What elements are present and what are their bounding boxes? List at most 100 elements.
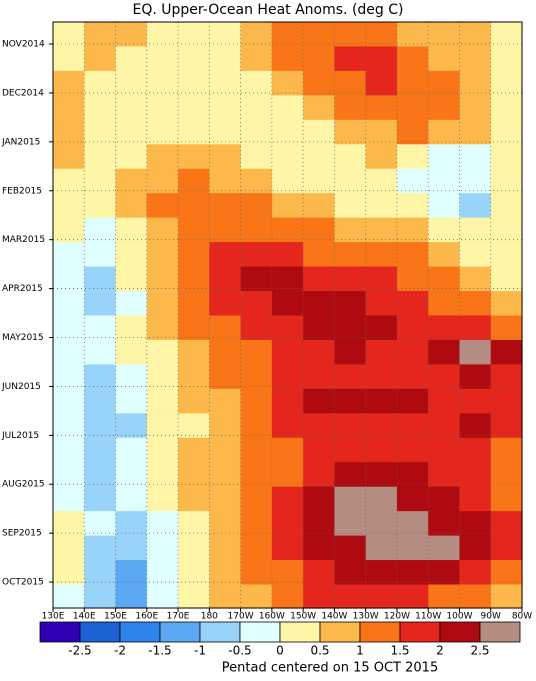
heat-cell xyxy=(334,486,367,512)
heat-cell xyxy=(178,511,210,537)
heat-cell xyxy=(53,413,85,439)
heat-cell xyxy=(240,584,273,609)
heat-cell xyxy=(209,46,242,72)
heat-cell xyxy=(303,413,335,439)
heat-cell xyxy=(490,535,523,561)
heat-cell xyxy=(490,168,523,194)
colorbar-label: 1.5 xyxy=(390,644,409,658)
heat-cell xyxy=(490,584,523,609)
colorbar-label: 0 xyxy=(276,644,284,658)
heat-cell xyxy=(490,413,523,439)
heat-cell xyxy=(178,584,210,609)
heat-cell xyxy=(240,560,273,586)
heat-cell xyxy=(459,339,492,366)
heat-cell xyxy=(303,46,335,72)
heat-cell xyxy=(365,22,398,48)
heat-cell xyxy=(396,46,429,72)
heat-cell xyxy=(240,168,273,194)
x-tick-label: 150E xyxy=(104,612,127,622)
heat-cell xyxy=(146,144,179,170)
heat-cell xyxy=(271,242,304,268)
heat-cell xyxy=(428,95,461,121)
heat-cell xyxy=(84,560,117,586)
heat-cell xyxy=(303,388,335,414)
heat-cell xyxy=(271,511,304,537)
heat-cell xyxy=(240,144,273,170)
heat-cell xyxy=(459,486,492,512)
heat-cell xyxy=(178,339,210,366)
heat-cell xyxy=(84,168,117,194)
heat-cell xyxy=(84,462,117,488)
heat-cell xyxy=(396,144,429,170)
colorbar-box xyxy=(439,621,481,643)
heat-cell xyxy=(303,511,335,537)
heat-cell xyxy=(428,193,461,219)
heat-cell xyxy=(209,437,242,463)
heat-cell xyxy=(146,193,179,219)
colorbar-label: -1.5 xyxy=(148,644,171,658)
heat-cell xyxy=(396,315,429,341)
heat-cell xyxy=(209,119,242,145)
colorbar-label: -1 xyxy=(194,644,206,658)
heat-cell xyxy=(459,119,492,145)
heat-cell xyxy=(490,22,523,48)
heat-cell xyxy=(53,70,85,96)
heat-cell xyxy=(334,584,367,609)
heat-cell xyxy=(459,388,492,414)
heat-cell xyxy=(53,193,85,219)
heat-cell xyxy=(240,413,273,439)
heat-cell xyxy=(84,119,117,145)
heat-cell xyxy=(115,168,148,194)
heat-cell xyxy=(209,266,242,292)
heat-cell xyxy=(428,22,461,48)
y-tick-label: SEP2015 xyxy=(2,529,42,539)
heat-cell xyxy=(146,437,179,463)
heat-cell xyxy=(396,95,429,121)
heat-cell xyxy=(178,217,210,243)
heat-cell xyxy=(334,315,367,341)
heat-cell xyxy=(209,364,242,390)
heat-cell xyxy=(396,266,429,292)
colorbar-label: 2.5 xyxy=(470,644,489,658)
heat-cell xyxy=(334,46,367,72)
heat-cell xyxy=(334,291,367,317)
heat-cell xyxy=(271,119,304,145)
heat-cell xyxy=(84,144,117,170)
heat-cell xyxy=(303,144,335,170)
heat-cell xyxy=(240,266,273,292)
heat-cell xyxy=(115,584,148,609)
heat-cell xyxy=(115,46,148,72)
heat-cell xyxy=(53,266,85,292)
colorbar-box xyxy=(319,621,361,643)
heat-cell xyxy=(115,119,148,145)
heat-cell xyxy=(84,364,117,390)
heat-cell xyxy=(271,291,304,317)
heat-cell xyxy=(209,291,242,317)
heat-cell xyxy=(53,584,85,609)
heat-cell xyxy=(428,266,461,292)
heat-cell xyxy=(428,511,461,537)
heat-cell xyxy=(334,535,367,561)
heat-cell xyxy=(115,22,148,48)
heat-cell xyxy=(240,437,273,463)
heat-cell xyxy=(53,95,85,121)
heat-cell xyxy=(115,462,148,488)
heat-cell xyxy=(209,413,242,439)
heat-cell xyxy=(334,511,367,537)
heat-cell xyxy=(459,168,492,194)
heat-cell xyxy=(209,315,242,341)
heat-cell xyxy=(209,535,242,561)
heat-cell xyxy=(365,462,398,488)
heat-cell xyxy=(178,437,210,463)
heat-cell xyxy=(240,70,273,96)
heat-cell xyxy=(334,95,367,121)
heat-cell xyxy=(115,511,148,537)
heat-cell xyxy=(53,486,85,512)
heat-cell xyxy=(178,22,210,48)
heat-cell xyxy=(209,193,242,219)
heat-cell xyxy=(209,95,242,121)
heat-cell xyxy=(271,364,304,390)
heat-cell xyxy=(178,486,210,512)
heat-cell xyxy=(365,242,398,268)
heat-cell xyxy=(209,242,242,268)
